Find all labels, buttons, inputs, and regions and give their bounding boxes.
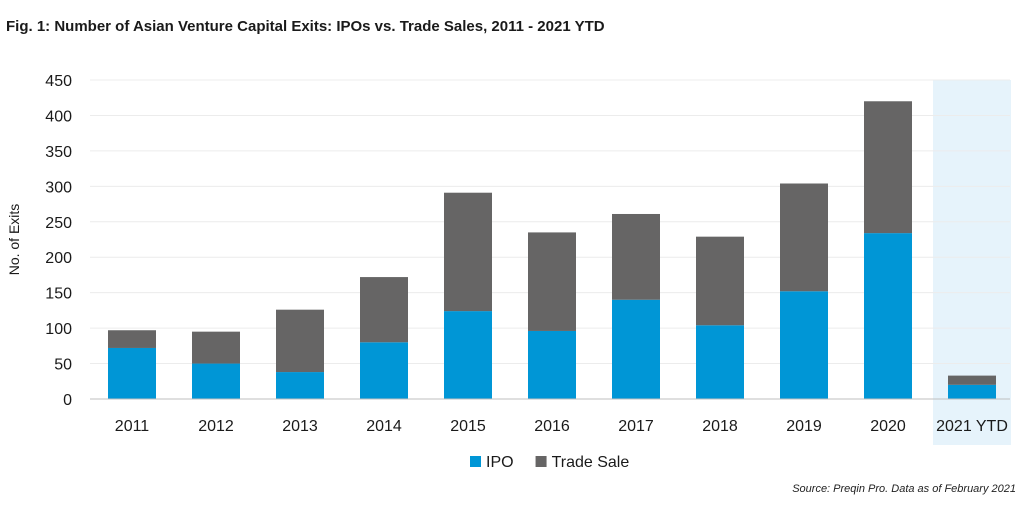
- x-tick-label: 2013: [282, 418, 318, 435]
- bar-trade-sale-2017: [612, 213, 660, 300]
- bar-ipo-2012: [192, 363, 240, 399]
- source-note: Source: Preqin Pro. Data as of February …: [792, 483, 1016, 495]
- y-tick-label: 300: [45, 179, 72, 196]
- bar-ipo-2011: [108, 347, 156, 399]
- x-tick-label: 2011: [115, 418, 150, 435]
- y-tick-label: 100: [45, 321, 72, 338]
- bar-ipo-2018: [696, 325, 744, 399]
- y-tick-label: 0: [63, 392, 72, 409]
- x-tick-label: 2016: [534, 418, 570, 435]
- bar-ipo-2013: [276, 372, 324, 399]
- legend-swatch-trade-sale: [535, 456, 547, 467]
- x-tick-label: 2017: [618, 418, 654, 435]
- x-tick-label: 2020: [870, 418, 906, 435]
- y-tick-label: 400: [45, 108, 72, 125]
- bar-trade-sale-2013: [276, 309, 324, 373]
- y-axis-label: No. of Exits: [6, 204, 22, 276]
- bar-ipo-2016: [528, 330, 576, 399]
- bar-ipo-2015: [444, 311, 492, 399]
- x-tick-label: 2015: [450, 418, 486, 435]
- bar-trade-sale-2015: [444, 192, 492, 312]
- bar-trade-sale-2011: [108, 330, 156, 348]
- bar-trade-sale-2016: [528, 232, 576, 331]
- bar-ipo-2021-ytd: [948, 384, 996, 399]
- y-tick-label: 200: [45, 250, 72, 267]
- chart-title: Fig. 1: Number of Asian Venture Capital …: [6, 18, 605, 35]
- bar-trade-sale-2018: [696, 236, 744, 326]
- y-tick-label: 450: [45, 73, 72, 90]
- bar-ipo-2017: [612, 299, 660, 399]
- legend-label-ipo: IPO: [486, 454, 514, 471]
- bar-trade-sale-2014: [360, 277, 408, 343]
- y-tick-label: 250: [45, 215, 72, 232]
- legend-label-trade-sale: Trade Sale: [552, 454, 630, 471]
- x-tick-label: 2018: [702, 418, 738, 435]
- y-tick-label: 50: [54, 357, 72, 374]
- bar-trade-sale-2019: [780, 183, 828, 292]
- bar-ipo-2014: [360, 342, 408, 399]
- bar-ipo-2019: [780, 291, 828, 399]
- y-tick-label: 150: [45, 286, 72, 303]
- bar-ipo-2020: [864, 233, 912, 399]
- x-tick-label: 2021 YTD: [936, 418, 1008, 435]
- bar-trade-sale-2021-ytd: [948, 375, 996, 385]
- x-tick-label: 2019: [786, 418, 822, 435]
- x-tick-label: 2012: [198, 418, 234, 435]
- legend-swatch-ipo: [470, 456, 481, 467]
- bar-trade-sale-2020: [864, 101, 912, 234]
- bar-trade-sale-2012: [192, 331, 240, 364]
- y-tick-label: 350: [45, 144, 72, 161]
- x-tick-label: 2014: [366, 418, 402, 435]
